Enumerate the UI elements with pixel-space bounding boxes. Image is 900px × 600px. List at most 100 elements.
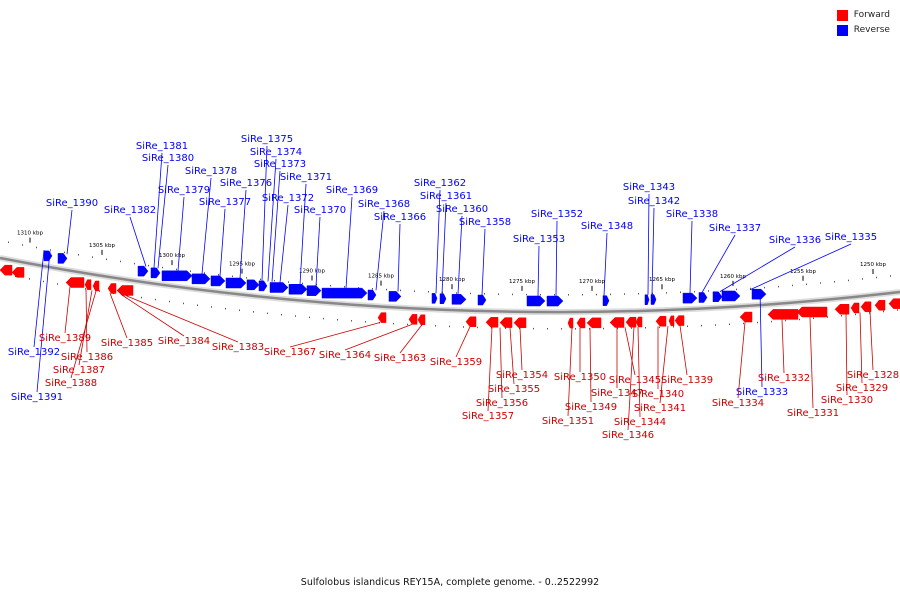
gene-label: SiRe_1381 (136, 141, 188, 152)
forward-gene-arrow (850, 302, 860, 314)
gene-label: SiRe_1338 (666, 209, 718, 220)
minor-tick (309, 316, 310, 319)
minor-tick (92, 256, 93, 258)
gene-label: SiRe_1382 (104, 205, 156, 216)
gene-label: SiRe_1360 (436, 204, 488, 215)
minor-tick (736, 288, 737, 291)
reverse-gene-arrow (258, 280, 268, 292)
label-leader-line (845, 313, 848, 396)
gene-label: SiRe_1340 (632, 389, 684, 400)
forward-gene-arrow (674, 315, 685, 326)
forward-gene-arrow (92, 280, 100, 292)
minor-tick (862, 278, 863, 280)
gene-label: SiRe_1348 (581, 221, 633, 232)
minor-tick (337, 318, 338, 321)
minor-tick (267, 312, 268, 315)
gene-label: SiRe_1387 (53, 365, 105, 376)
label-leader-line (125, 295, 239, 343)
minor-tick (841, 315, 842, 317)
scale-tick-label: 1270 kbp (579, 279, 605, 285)
minor-tick (365, 321, 366, 323)
minor-tick (491, 327, 492, 329)
minor-tick (344, 286, 345, 288)
gene-label: SiRe_1377 (199, 197, 251, 208)
minor-tick (50, 249, 51, 251)
label-leader-line (679, 325, 688, 376)
minor-tick (470, 292, 471, 295)
label-leader-line (749, 243, 852, 291)
reverse-gene-arrow (431, 293, 438, 304)
minor-tick (631, 327, 632, 329)
minor-tick (323, 317, 324, 320)
gene-label: SiRe_1367 (264, 347, 316, 358)
minor-tick (652, 292, 653, 295)
gene-label: SiRe_1337 (709, 223, 761, 234)
gene-label: SiRe_1376 (220, 178, 272, 189)
forward-gene-arrow (0, 264, 13, 276)
minor-tick (498, 293, 499, 295)
minor-tick (288, 281, 289, 283)
forward-gene-arrow (84, 279, 92, 290)
scale-tick-label: 1300 kbp (159, 253, 185, 259)
gene-label: SiRe_1364 (319, 350, 371, 361)
gene-label: SiRe_1379 (158, 185, 210, 196)
reverse-gene-arrow (451, 294, 467, 305)
reverse-gene-arrow (161, 270, 193, 282)
minor-tick (715, 324, 716, 326)
label-leader-line (859, 312, 863, 384)
gene-label: SiRe_1384 (158, 336, 210, 347)
minor-tick (757, 321, 758, 324)
minor-tick (589, 327, 590, 330)
minor-tick (764, 286, 765, 289)
forward-gene-arrow (576, 317, 586, 329)
minor-tick (239, 309, 240, 312)
minor-tick (141, 296, 142, 299)
reverse-gene-arrow (439, 293, 447, 304)
minor-tick (750, 287, 751, 290)
reverse-gene-arrow (137, 265, 149, 277)
reverse-gene-arrow (306, 285, 322, 296)
label-leader-line (109, 293, 128, 339)
label-leader-line (567, 328, 573, 417)
label-leader-line (267, 158, 277, 282)
label-leader-line (399, 324, 423, 354)
scale-tick-label: 1280 kbp (439, 277, 465, 283)
gene-label: SiRe_1389 (39, 333, 91, 344)
forward-gene-arrow (586, 317, 602, 329)
minor-tick (449, 325, 450, 328)
reverse-gene-arrow (721, 290, 741, 302)
backbone-layer (0, 255, 900, 316)
label-leader-line (737, 322, 746, 399)
gene-label: SiRe_1388 (45, 378, 97, 389)
gene-label: SiRe_1332 (758, 373, 810, 384)
gene-arrows (0, 250, 900, 329)
minor-tick (211, 306, 212, 308)
forward-gene-arrow (408, 314, 418, 325)
minor-tick (897, 309, 898, 311)
label-leader-line (759, 289, 763, 388)
minor-tick (120, 260, 121, 263)
forward-gene-arrow (860, 301, 872, 313)
minor-tick (568, 294, 569, 296)
minor-tick (435, 325, 436, 327)
minor-tick (505, 327, 506, 329)
minor-tick (358, 287, 359, 289)
forward-gene-arrow (567, 317, 574, 329)
label-leader-line (66, 209, 73, 255)
minor-tick (456, 292, 457, 294)
minor-tick (78, 254, 79, 256)
scale-tick-label: 1285 kbp (368, 274, 394, 280)
minor-tick (372, 288, 373, 290)
minor-tick (43, 280, 44, 283)
label-leader-line (689, 220, 693, 294)
label-leader-line (519, 327, 523, 371)
gene-label: SiRe_1351 (542, 416, 594, 427)
forward-gene-arrow (116, 285, 134, 296)
gene-label: SiRe_1349 (565, 402, 617, 413)
minor-tick (316, 283, 317, 286)
minor-tick (785, 319, 786, 322)
reverse-gene-arrow (321, 287, 368, 299)
gene-label: SiRe_1352 (531, 209, 583, 220)
